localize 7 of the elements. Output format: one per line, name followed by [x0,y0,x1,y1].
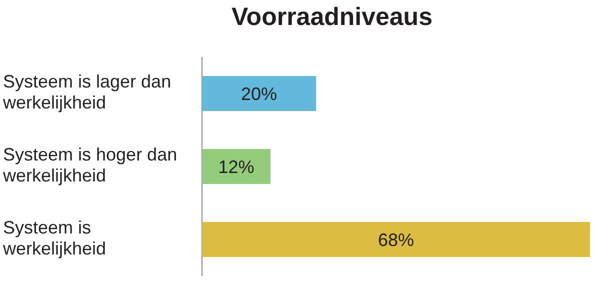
data-label: 20% [241,84,278,104]
chart-title: Voorraadniveaus [231,3,433,31]
y-tick-label: Systeem is hoger dan werkelijkheid [2,144,178,186]
data-label: 12% [218,156,254,177]
y-tick-label: Systeem is werkelijkheid [2,217,106,258]
y-tick-label: Systeem is lager dan werkelijkheid [2,71,172,112]
data-label: 68% [378,230,414,250]
